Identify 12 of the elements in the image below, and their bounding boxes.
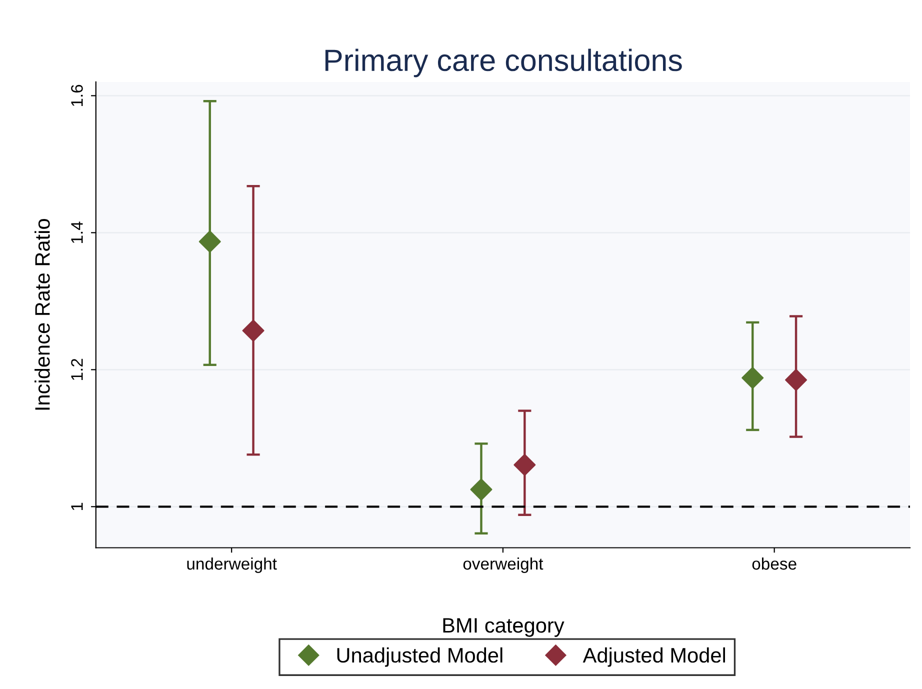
x-tick-label: obese — [752, 557, 796, 570]
y-tick-label: 1.4 — [71, 222, 83, 243]
y-axis-title: Incidence Rate Ratio — [34, 219, 50, 410]
y-tick-label: 1 — [71, 502, 83, 510]
chart-title: Primary care consultations — [325, 48, 682, 78]
y-tick-label: 1.2 — [71, 358, 83, 380]
y-tick-label: 1.6 — [71, 84, 83, 106]
x-tick-label: overweight — [463, 557, 544, 574]
legend-label: Adjusted Model — [582, 647, 726, 667]
x-tick-label: underweight — [187, 557, 277, 574]
x-axis-title: BMI category — [443, 618, 564, 637]
legend-label: Unadjusted Model — [337, 647, 502, 667]
